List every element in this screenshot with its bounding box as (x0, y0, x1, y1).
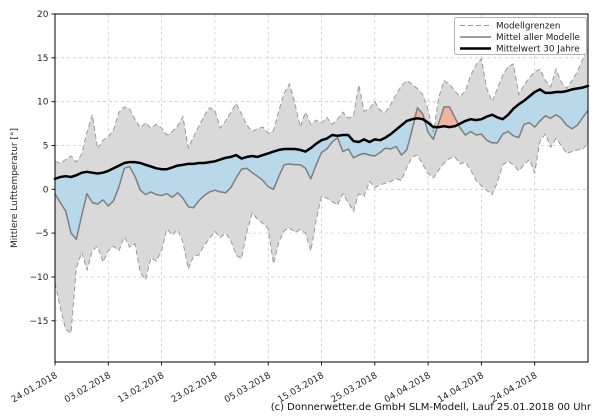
legend: Modellgrenzen Mittel aller Modelle Mitte… (454, 17, 587, 55)
model-mean-line (54, 106, 589, 241)
x-tick-label: 04.04.2018 (383, 371, 433, 406)
x-tick-label: 03.02.2018 (63, 371, 113, 406)
x-tick-label: 14.04.2018 (436, 371, 486, 406)
cooler-than-normal-fill (55, 85, 588, 240)
y-tick-label: 15 (37, 54, 48, 64)
model-lower-bound-line (54, 133, 589, 334)
y-tick-label: −5 (35, 229, 48, 239)
x-tick-label: 24.01.2018 (10, 371, 60, 406)
y-tick-label: 5 (43, 142, 49, 152)
x-tick-label: 13.02.2018 (116, 371, 166, 406)
model-upper-bound-line (54, 47, 589, 164)
y-tick-label: 0 (43, 185, 49, 195)
y-tick-label: −10 (30, 273, 49, 283)
y-tick-label: 20 (37, 10, 49, 20)
x-tick-label: 24.04.2018 (490, 371, 540, 406)
legend-box (454, 17, 587, 55)
y-tick-label: −15 (30, 317, 49, 327)
x-tick-label: 15.03.2018 (276, 371, 326, 406)
y-tick-label: 10 (37, 98, 49, 108)
x-tick-label: 25.03.2018 (330, 371, 380, 406)
copyright-caption: (c) Donnerwetter.de GmbH SLM-Modell, Lau… (271, 402, 592, 413)
legend-label-model-mean: Mittel aller Modelle (496, 33, 580, 43)
30-year-mean-line (53, 84, 590, 181)
x-tick-label: 05.03.2018 (223, 371, 273, 406)
x-tick-label: 23.02.2018 (170, 371, 220, 406)
legend-label-model-bounds: Modellgrenzen (496, 22, 560, 32)
y-axis-title: Mittlere Lufttemperatur [°] (10, 128, 20, 248)
plot-area: 20 15 10 5 0 −5 −10 −15 24.01.2018 03.02.2018 13.0… (10, 10, 590, 406)
legend-label-30y-mean: Mittelwert 30 Jahre (496, 45, 580, 55)
